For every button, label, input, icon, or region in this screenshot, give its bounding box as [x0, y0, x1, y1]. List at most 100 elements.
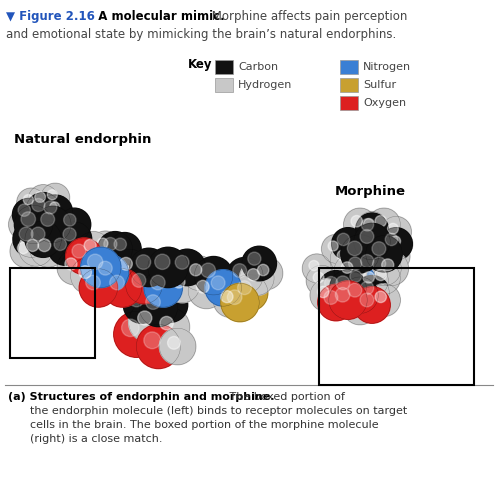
Circle shape: [356, 264, 388, 297]
Circle shape: [188, 272, 225, 308]
Circle shape: [14, 205, 53, 244]
Circle shape: [76, 232, 111, 266]
Circle shape: [26, 193, 60, 227]
Circle shape: [66, 238, 102, 274]
Circle shape: [28, 185, 59, 215]
Circle shape: [250, 257, 283, 289]
Circle shape: [360, 229, 374, 244]
Circle shape: [227, 258, 263, 294]
Circle shape: [310, 279, 343, 311]
Circle shape: [324, 290, 338, 305]
Circle shape: [364, 219, 374, 229]
Circle shape: [41, 212, 55, 226]
Text: The boxed portion of: The boxed portion of: [226, 392, 345, 402]
Circle shape: [41, 223, 74, 255]
Circle shape: [182, 256, 217, 290]
Circle shape: [97, 238, 108, 249]
Circle shape: [380, 217, 411, 247]
Circle shape: [355, 249, 389, 283]
Circle shape: [79, 265, 92, 279]
Circle shape: [385, 233, 397, 245]
Text: cells in the brain. The boxed portion of the morphine molecule: cells in the brain. The boxed portion of…: [30, 420, 378, 430]
Circle shape: [8, 209, 39, 240]
Circle shape: [86, 275, 100, 290]
Circle shape: [213, 283, 248, 317]
Text: Carbon: Carbon: [238, 62, 278, 72]
Circle shape: [17, 188, 46, 217]
Circle shape: [169, 249, 206, 285]
Circle shape: [317, 286, 329, 298]
Circle shape: [120, 257, 132, 270]
Circle shape: [345, 265, 375, 296]
Circle shape: [99, 261, 112, 275]
Circle shape: [313, 272, 324, 283]
Circle shape: [43, 195, 72, 224]
Circle shape: [132, 273, 146, 287]
Circle shape: [375, 291, 386, 303]
Circle shape: [155, 254, 170, 269]
Circle shape: [79, 269, 118, 307]
Circle shape: [175, 255, 189, 269]
Circle shape: [63, 228, 76, 241]
Circle shape: [139, 288, 178, 326]
Circle shape: [65, 258, 77, 270]
Circle shape: [368, 208, 400, 241]
Circle shape: [144, 269, 182, 307]
Circle shape: [48, 233, 81, 265]
Circle shape: [114, 238, 126, 250]
Circle shape: [318, 285, 354, 321]
Circle shape: [205, 270, 242, 306]
Text: Sulfur: Sulfur: [363, 80, 396, 90]
Text: and emotional state by mimicking the brain’s natural endorphins.: and emotional state by mimicking the bra…: [6, 28, 396, 41]
Circle shape: [221, 284, 259, 322]
Circle shape: [41, 183, 70, 212]
Circle shape: [379, 228, 412, 260]
Circle shape: [19, 232, 53, 266]
Bar: [319, 268, 474, 385]
Bar: [10, 268, 95, 358]
Circle shape: [110, 275, 124, 290]
Text: A molecular mimic.: A molecular mimic.: [90, 10, 225, 23]
Circle shape: [35, 192, 45, 203]
Circle shape: [44, 201, 57, 214]
Circle shape: [336, 276, 350, 290]
Circle shape: [26, 240, 38, 251]
Circle shape: [233, 264, 247, 278]
Circle shape: [373, 257, 386, 270]
Circle shape: [381, 259, 394, 271]
Circle shape: [368, 262, 400, 294]
Circle shape: [361, 219, 374, 231]
Circle shape: [144, 332, 161, 349]
Circle shape: [351, 216, 363, 227]
Text: Key: Key: [188, 58, 213, 71]
Circle shape: [347, 241, 362, 256]
Circle shape: [377, 240, 410, 272]
Circle shape: [160, 316, 173, 330]
Circle shape: [335, 287, 350, 302]
Circle shape: [211, 276, 225, 290]
Circle shape: [98, 232, 132, 266]
Circle shape: [84, 240, 96, 251]
Circle shape: [342, 277, 378, 313]
Circle shape: [334, 255, 367, 287]
Circle shape: [227, 290, 242, 305]
Circle shape: [387, 224, 398, 234]
Circle shape: [194, 257, 233, 295]
Circle shape: [10, 235, 43, 267]
Circle shape: [325, 277, 338, 290]
Circle shape: [112, 249, 148, 285]
Circle shape: [150, 275, 165, 290]
Circle shape: [257, 264, 269, 276]
Circle shape: [103, 269, 141, 307]
Circle shape: [34, 206, 71, 243]
Circle shape: [343, 251, 377, 285]
Text: Morphine: Morphine: [335, 185, 406, 198]
Circle shape: [38, 195, 73, 229]
Circle shape: [71, 258, 107, 294]
Circle shape: [375, 269, 386, 281]
Circle shape: [367, 251, 401, 285]
Circle shape: [92, 255, 128, 291]
Circle shape: [114, 311, 160, 357]
Circle shape: [348, 283, 362, 297]
Circle shape: [53, 216, 65, 227]
